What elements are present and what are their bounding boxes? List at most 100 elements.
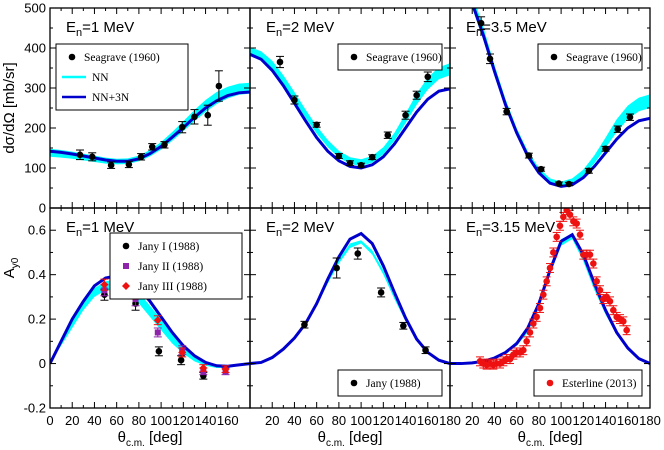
panel-title-main: E [466, 19, 476, 36]
data-point [590, 260, 597, 267]
panel-title-rest: =2 MeV [282, 219, 334, 236]
x-tick-label: 120 [572, 413, 594, 428]
legend: Jany (1988) [337, 369, 443, 397]
data-point [221, 365, 230, 374]
data-point [536, 304, 544, 312]
y-tick-label: 0 [39, 201, 46, 216]
x-axis-label: θc.m. [deg] [518, 429, 583, 449]
data-point [573, 220, 580, 227]
x-axis-label: θc.m. [deg] [318, 429, 383, 449]
x-axis-label-unit: [deg] [545, 429, 583, 446]
x-axis-label-unit: [deg] [345, 429, 383, 446]
data-point [191, 113, 198, 121]
plot-area [250, 47, 450, 170]
x-tick-label: 20 [265, 413, 279, 428]
series-esterline-2013- [476, 208, 631, 370]
data-point [199, 364, 208, 372]
x-tick-label: 60 [309, 413, 323, 428]
data-point [301, 321, 308, 328]
data-point [291, 96, 298, 104]
series-seagrave-1960- [76, 70, 223, 169]
legend-label: NN [92, 72, 109, 84]
x-tick-label: 160 [217, 413, 239, 428]
y-tick-label: -0.2 [24, 401, 46, 416]
plot-area [50, 70, 250, 169]
legend-label: Jany III (1988) [138, 281, 207, 293]
data-point [620, 318, 627, 325]
x-tick-label: 160 [617, 413, 639, 428]
x-axis-label-main: θ [118, 429, 126, 446]
data-point [178, 348, 187, 357]
data-point [486, 55, 494, 63]
y-tick-label: 400 [24, 41, 46, 56]
series-seagrave-1960- [477, 16, 634, 188]
legend: Seagrave (1960) NN NN+3N [55, 43, 189, 111]
x-tick-label: 120 [372, 413, 394, 428]
data-point [413, 91, 420, 99]
data-point [556, 222, 564, 230]
plot-area [250, 231, 450, 366]
data-point [384, 131, 392, 139]
legend: Seagrave (1960) [537, 43, 643, 71]
x-tick-label: 60 [509, 413, 523, 428]
data-point [543, 278, 550, 285]
x-axis-label-main: θ [518, 429, 526, 446]
x-tick-label: 160 [417, 413, 439, 428]
legend-marker [68, 53, 76, 61]
panel-title: En=3.15 MeV [466, 219, 555, 239]
legend-label: Seagrave (1960) [566, 52, 642, 64]
data-point [100, 280, 109, 289]
panel-title: En=2 MeV [266, 219, 334, 239]
y-tick-label: 200 [24, 121, 46, 136]
data-point [540, 291, 547, 298]
nn-band [472, 8, 650, 187]
x-tick-label: 80 [332, 413, 346, 428]
data-point [555, 180, 563, 187]
series-jany-1988- [300, 247, 430, 355]
legend-marker [123, 263, 129, 269]
panel-3: En=3.5 MeV Seagrave (1960) [449, 7, 651, 209]
x-tick-label: 100 [150, 413, 172, 428]
data-point [178, 123, 186, 131]
x-tick-label: 180 [639, 413, 661, 428]
panel-title-sub: n [76, 227, 82, 239]
panel-title-sub: n [476, 227, 482, 239]
data-point [137, 153, 145, 161]
x-tick-label: 20 [65, 413, 79, 428]
panel-title-main: E [66, 219, 76, 236]
data-point [357, 161, 365, 169]
panel-title-rest: =1 MeV [82, 219, 134, 236]
series-seagrave-1960- [276, 55, 432, 169]
x-axis-label-unit: [deg] [145, 429, 183, 446]
x-tick-label: 20 [465, 413, 479, 428]
x-axis-label-sub: c.m. [126, 438, 145, 449]
data-point [400, 322, 407, 330]
panel-6: En=3.15 MeV Esterline (2013) 20 40 60 80 100 12… [449, 207, 661, 449]
data-point [161, 141, 168, 149]
y-axis-label-main: A [1, 268, 18, 278]
x-tick-label: 140 [195, 413, 217, 428]
y-tick-label: 0.4 [28, 267, 46, 282]
legend-label: Jany II (1988) [138, 261, 203, 273]
panel-title-main: E [266, 219, 276, 236]
data-point [313, 121, 320, 129]
data-point [593, 278, 600, 285]
data-point [602, 145, 609, 153]
data-point [424, 73, 432, 81]
legend-marker [122, 242, 130, 250]
data-point [377, 289, 385, 296]
data-point [153, 316, 162, 325]
y-tick-label: 0 [39, 356, 46, 371]
data-point [546, 264, 554, 272]
y-tick-label: 300 [24, 81, 46, 96]
panel-title-sub: n [476, 27, 482, 39]
nn-band [250, 47, 450, 167]
data-point [614, 125, 622, 133]
panel-title-rest: =1 MeV [82, 19, 134, 36]
data-point [148, 143, 156, 151]
data-point [125, 161, 133, 168]
panel-title-sub: n [76, 27, 82, 39]
data-point [526, 329, 534, 336]
panel-title: En=3.5 MeV [466, 19, 547, 39]
